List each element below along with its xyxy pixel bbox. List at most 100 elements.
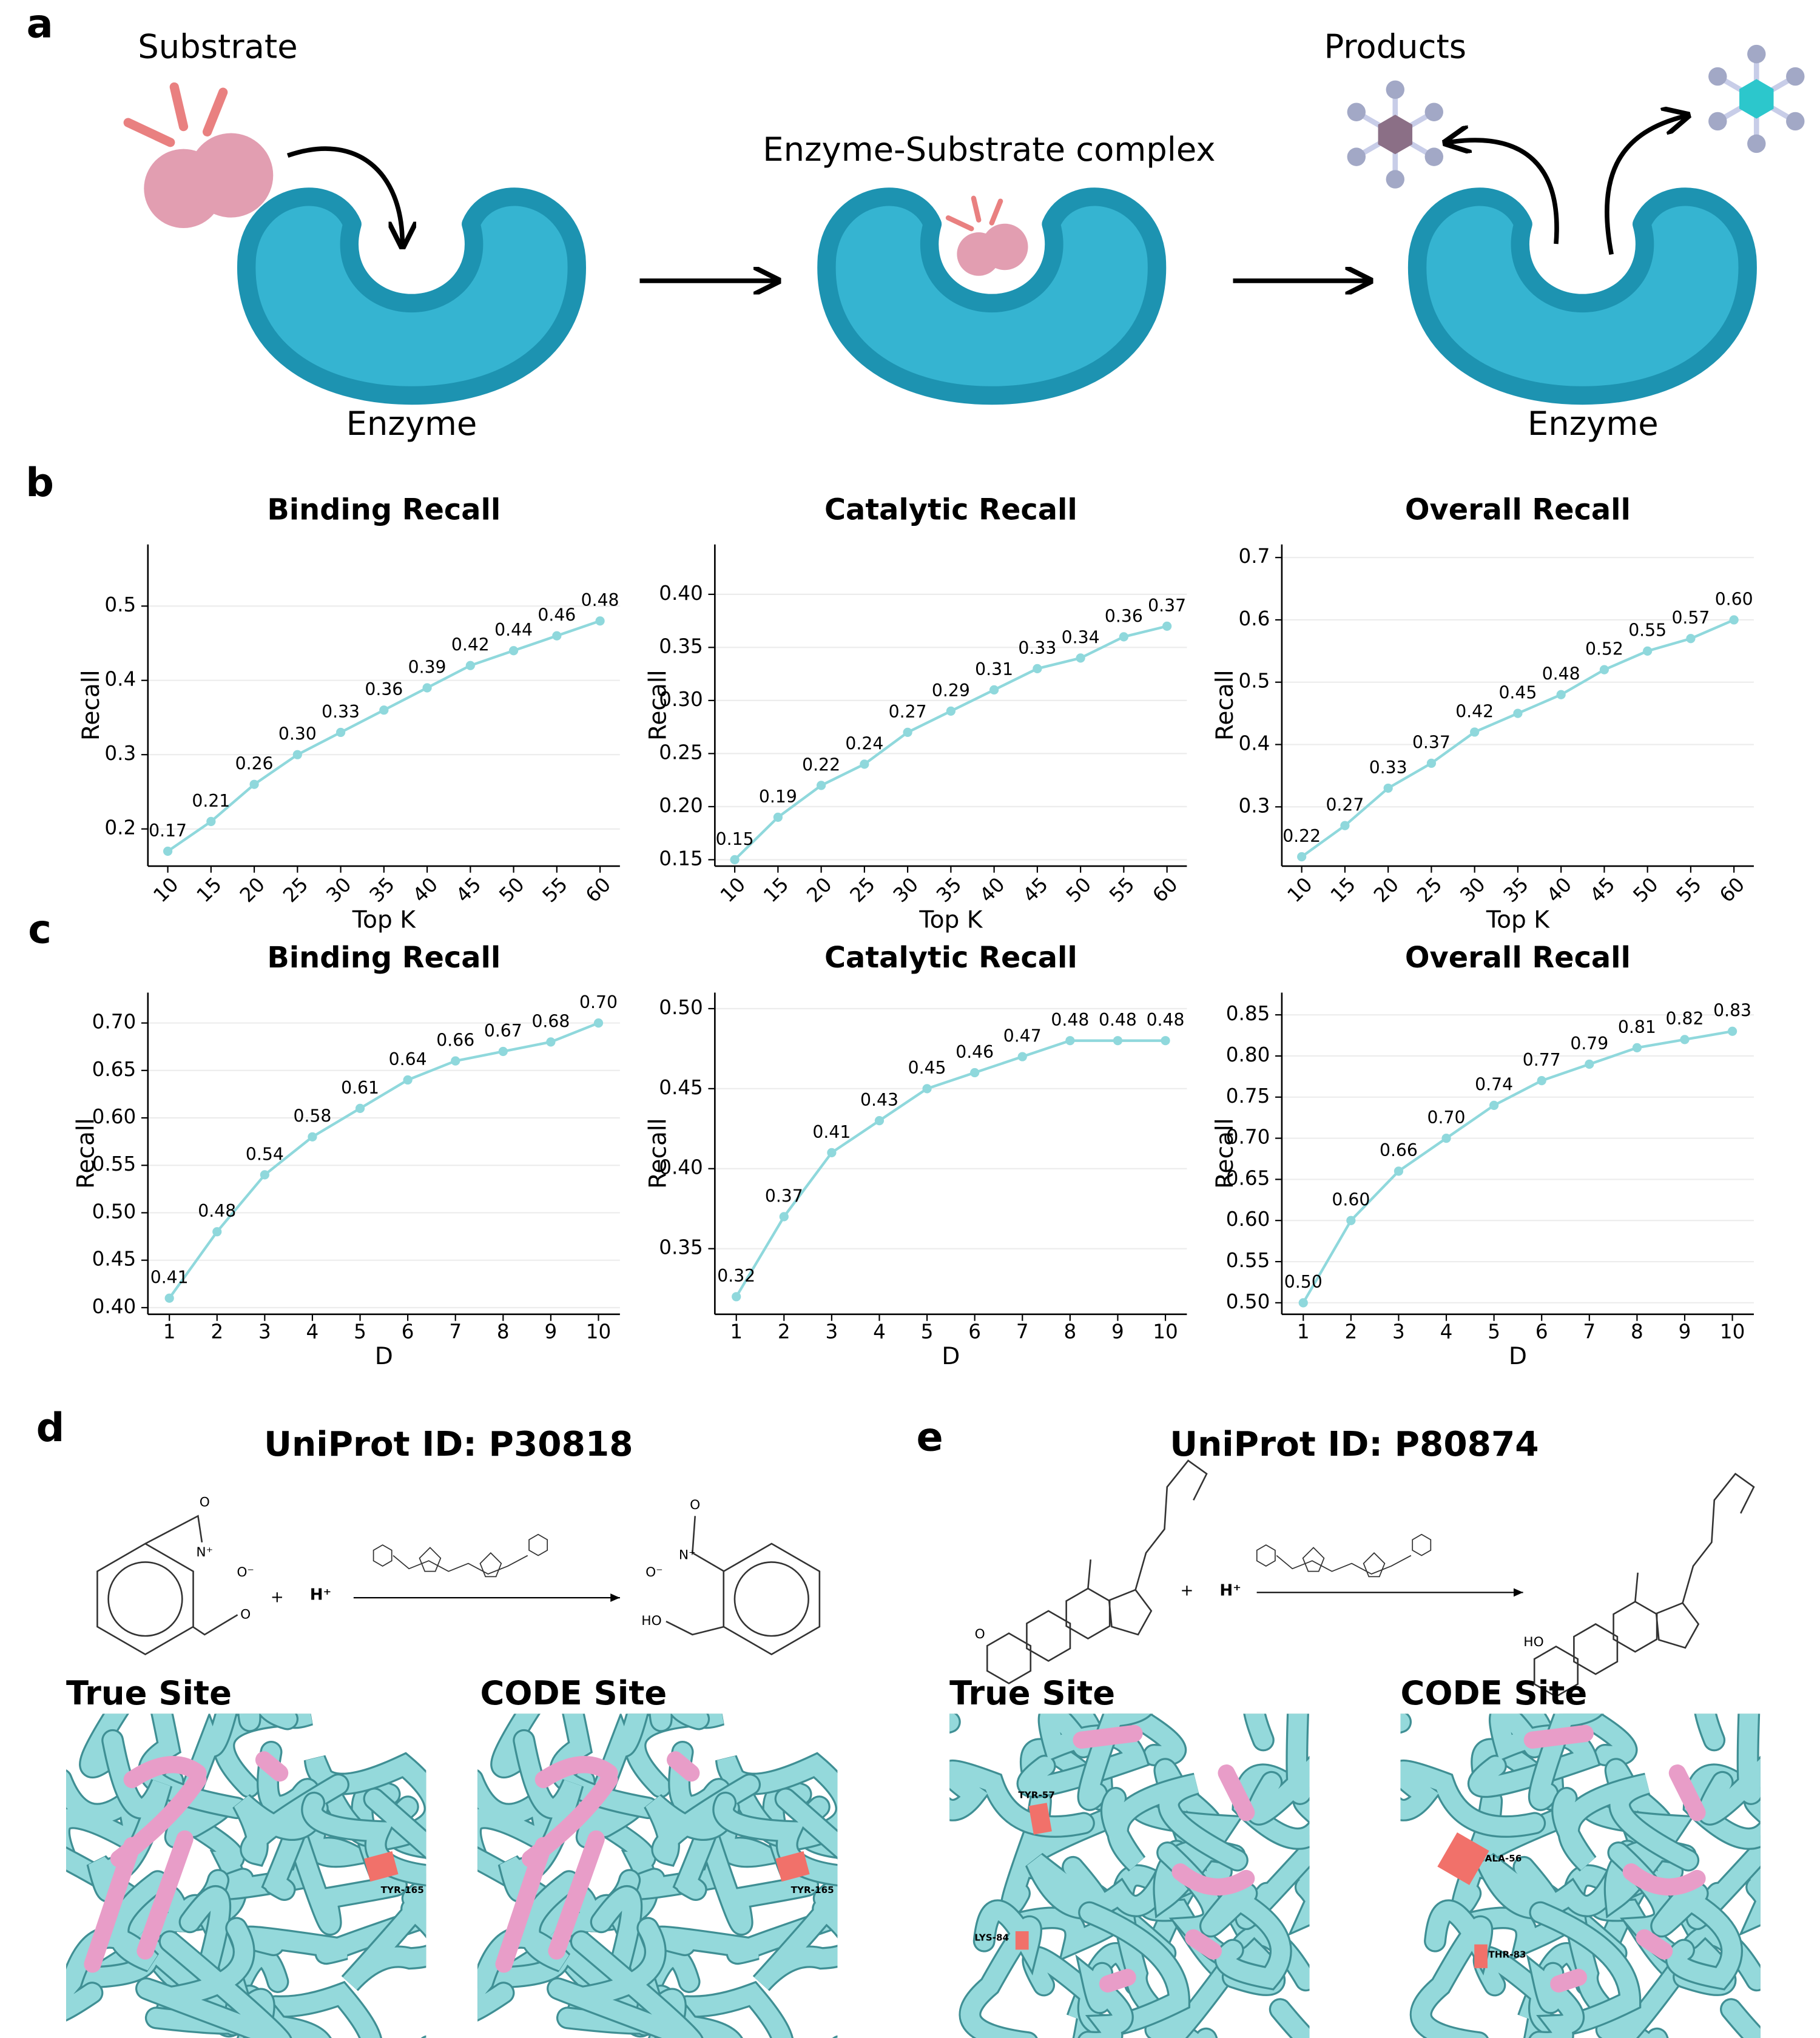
steroid-ring	[1108, 1589, 1153, 1636]
x-tick-label: 30	[1456, 873, 1490, 907]
pocket-residue	[255, 1751, 289, 1782]
helix	[960, 1901, 1040, 2038]
x-tick-label: 60	[581, 873, 615, 907]
y-tick-label: 0.15	[659, 847, 703, 870]
pocket-residue	[667, 1751, 700, 1782]
atom-label: O⁻	[237, 1565, 254, 1580]
point	[422, 683, 432, 693]
data-label: 0.48	[1147, 1010, 1185, 1030]
point	[903, 727, 912, 737]
x-tick-label: 60	[1715, 873, 1749, 907]
data-label: 0.67	[484, 1021, 522, 1041]
y-tick-label: 0.3	[1238, 794, 1270, 817]
y-axis-label: Recall	[645, 1118, 672, 1189]
helix	[1529, 1959, 1583, 2038]
molecule-atom	[1708, 112, 1727, 131]
data-label: 0.68	[531, 1011, 570, 1031]
point	[1556, 690, 1566, 699]
molecule-atom	[1747, 44, 1766, 64]
helix-outline	[1400, 1713, 1412, 1734]
y-tick-label: 0.70	[92, 1011, 136, 1034]
x-tick-label: 7	[449, 1320, 462, 1343]
y-axis-label: Recall	[1212, 670, 1239, 741]
site-label: CODE Site	[480, 1674, 667, 1712]
molecule-atom	[1386, 80, 1405, 99]
y-tick-label: 0.5	[1238, 670, 1270, 693]
diagram-label: Enzyme	[346, 405, 477, 443]
steroid-ring	[1655, 1602, 1700, 1649]
helix	[754, 1876, 838, 1990]
enzyme-body	[237, 187, 586, 405]
data-label: 0.81	[1618, 1017, 1656, 1037]
pocket-residue	[1636, 1929, 1673, 1960]
data-label: 0.43	[860, 1090, 898, 1110]
data-label: 0.26	[235, 754, 274, 774]
point	[1394, 1166, 1404, 1176]
diagram-label: Products	[1324, 28, 1466, 66]
helix	[137, 1919, 290, 2038]
x-axis-label: Top K	[352, 907, 416, 934]
x-axis-label: D	[942, 1343, 960, 1370]
point	[1119, 632, 1128, 642]
x-tick-label: 10	[1720, 1320, 1745, 1343]
data-label: 0.64	[389, 1049, 427, 1069]
point	[206, 816, 216, 827]
data-label: 0.45	[908, 1058, 946, 1078]
y-tick-label: 0.35	[659, 1236, 703, 1259]
arrow	[1605, 116, 1685, 255]
point	[1383, 783, 1393, 793]
data-label: 0.19	[759, 787, 797, 807]
cofactor-ring	[419, 1547, 442, 1572]
pocket-residue	[1171, 1863, 1255, 1896]
atom-label: O	[240, 1607, 251, 1622]
diagram-label: Enzyme	[1528, 405, 1659, 443]
predicted-site	[1015, 1931, 1029, 1950]
line	[733, 625, 1168, 861]
atom-label: +	[271, 1589, 284, 1607]
x-tick-label: 45	[451, 873, 485, 907]
point	[1017, 1052, 1027, 1061]
data-label: 0.61	[341, 1078, 379, 1098]
x-tick-label: 50	[494, 873, 528, 907]
bond	[692, 1516, 725, 1572]
x-tick-label: 10	[149, 873, 183, 907]
x-tick-label: 2	[211, 1320, 223, 1343]
x-tick-label: 3	[826, 1320, 838, 1343]
protein	[949, 1713, 1310, 2038]
y-tick-label: 0.70	[1226, 1126, 1270, 1149]
point	[508, 646, 519, 656]
helix	[238, 1906, 426, 1963]
point	[1686, 634, 1696, 644]
y-tick-label: 0.60	[1226, 1208, 1270, 1231]
steroid-ring	[1573, 1623, 1619, 1675]
residue-label: LYS-84	[974, 1932, 1009, 1943]
arrow	[1448, 140, 1559, 244]
point	[773, 812, 783, 822]
x-tick-label: 7	[1016, 1320, 1029, 1343]
y-tick-label: 0.7	[1238, 545, 1270, 568]
x-tick-label: 45	[1585, 873, 1619, 907]
data-label: 0.66	[1380, 1140, 1418, 1160]
x-tick-label: 4	[306, 1320, 319, 1343]
point	[164, 1293, 174, 1303]
x-tick-label: 20	[1369, 873, 1403, 907]
data-label: 0.48	[1542, 664, 1580, 684]
protein	[66, 1713, 426, 2038]
y-tick-label: 0.80	[1226, 1043, 1270, 1066]
point	[989, 685, 999, 694]
helix	[1652, 1884, 1741, 1989]
cofactor-ring	[1412, 1533, 1432, 1556]
pocket-residue	[1185, 1929, 1222, 1960]
substrate-ray	[945, 215, 974, 232]
substrate-ray	[123, 118, 175, 147]
enzyme	[237, 187, 586, 405]
pocket-residue	[1523, 1724, 1594, 1749]
line	[1301, 618, 1735, 858]
x-tick-label: 8	[497, 1320, 510, 1343]
helix	[1233, 1765, 1310, 1848]
site-label: True Site	[66, 1674, 232, 1712]
molecule-core	[1378, 115, 1413, 155]
data-label: 0.79	[1570, 1034, 1608, 1054]
steroid-ring	[1533, 1646, 1579, 1698]
helix	[1079, 1713, 1150, 1809]
